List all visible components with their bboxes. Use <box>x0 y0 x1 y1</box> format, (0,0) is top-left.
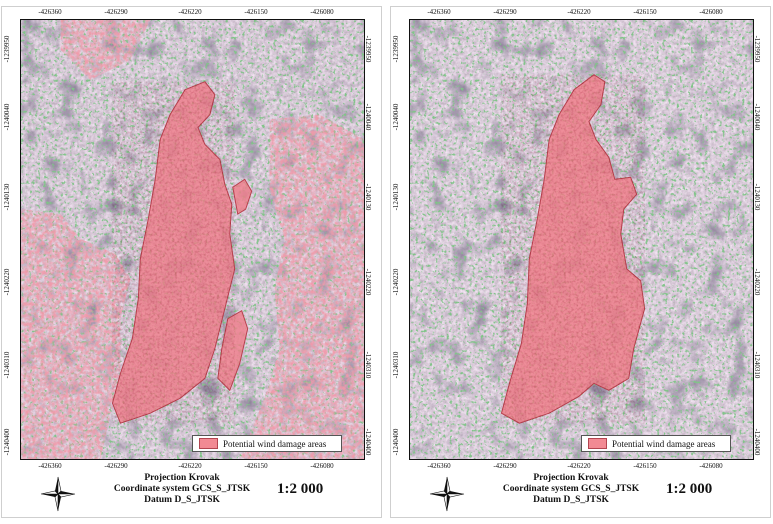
map-panel-left: -426360 -426290 -426220 -426150 -426080 … <box>1 6 382 518</box>
x-tick-bottom: -426080 <box>699 462 723 470</box>
x-tick-bottom: -426150 <box>633 462 657 470</box>
datum-label: Datum D_S_JTSK <box>144 495 220 505</box>
x-tick-top: -426290 <box>104 8 128 16</box>
map-footer: Projection Krovak Coordinate system GCS_… <box>501 473 641 506</box>
y-tick-left: -1240400 <box>391 428 400 456</box>
x-tick-bottom: -426080 <box>310 462 334 470</box>
scale-label: 1:2 000 <box>277 481 324 497</box>
x-tick-top: -426150 <box>633 8 657 16</box>
x-tick-top: -426360 <box>427 8 451 16</box>
y-tick-left: -1240400 <box>2 428 11 456</box>
legend-swatch-icon <box>588 438 607 449</box>
y-tick-left: -1239950 <box>391 35 400 63</box>
x-tick-top: -426360 <box>38 8 62 16</box>
x-tick-top: -426080 <box>699 8 723 16</box>
x-tick-bottom: -426360 <box>427 462 451 470</box>
y-tick-left: -1240040 <box>391 103 400 131</box>
x-tick-bottom: -426220 <box>178 462 202 470</box>
map-image-right <box>409 19 754 460</box>
map-panel-right: -426360 -426290 -426220 -426150 -426080 … <box>390 6 771 518</box>
x-tick-top: -426290 <box>493 8 517 16</box>
map-legend: Potential wind damage areas <box>581 435 731 452</box>
y-tick-left: -1240220 <box>391 268 400 296</box>
x-tick-bottom: -426360 <box>38 462 62 470</box>
y-tick-left: -1240130 <box>2 183 11 211</box>
x-tick-top: -426080 <box>310 8 334 16</box>
map-legend: Potential wind damage areas <box>192 435 342 452</box>
y-tick-left: -1240310 <box>2 351 11 379</box>
projection-label: Projection Krovak <box>533 473 609 483</box>
compass-star-icon <box>429 476 465 512</box>
scale-label: 1:2 000 <box>666 481 713 497</box>
x-tick-bottom: -426290 <box>104 462 128 470</box>
map-footer: Projection Krovak Coordinate system GCS_… <box>112 473 252 506</box>
y-tick-left: -1240040 <box>2 103 11 131</box>
x-tick-bottom: -426290 <box>493 462 517 470</box>
map-image-left <box>20 19 365 460</box>
x-tick-top: -426220 <box>567 8 591 16</box>
aerial-map-right <box>410 20 753 459</box>
legend-swatch-icon <box>199 438 218 449</box>
projection-label: Projection Krovak <box>144 473 220 483</box>
y-tick-left: -1240310 <box>391 351 400 379</box>
coordinate-system-label: Coordinate system GCS_S_JTSK <box>502 484 640 494</box>
y-tick-left: -1240220 <box>2 268 11 296</box>
legend-label: Potential wind damage areas <box>223 438 327 449</box>
datum-label: Datum D_S_JTSK <box>533 495 609 505</box>
y-tick-left: -1240130 <box>391 183 400 211</box>
compass-star-icon <box>40 476 76 512</box>
x-tick-top: -426220 <box>178 8 202 16</box>
aerial-map-left <box>21 20 364 459</box>
y-tick-left: -1239950 <box>2 35 11 63</box>
legend-label: Potential wind damage areas <box>612 438 716 449</box>
x-tick-bottom: -426150 <box>244 462 268 470</box>
x-tick-top: -426150 <box>244 8 268 16</box>
x-tick-bottom: -426220 <box>567 462 591 470</box>
coordinate-system-label: Coordinate system GCS_S_JTSK <box>113 484 251 494</box>
